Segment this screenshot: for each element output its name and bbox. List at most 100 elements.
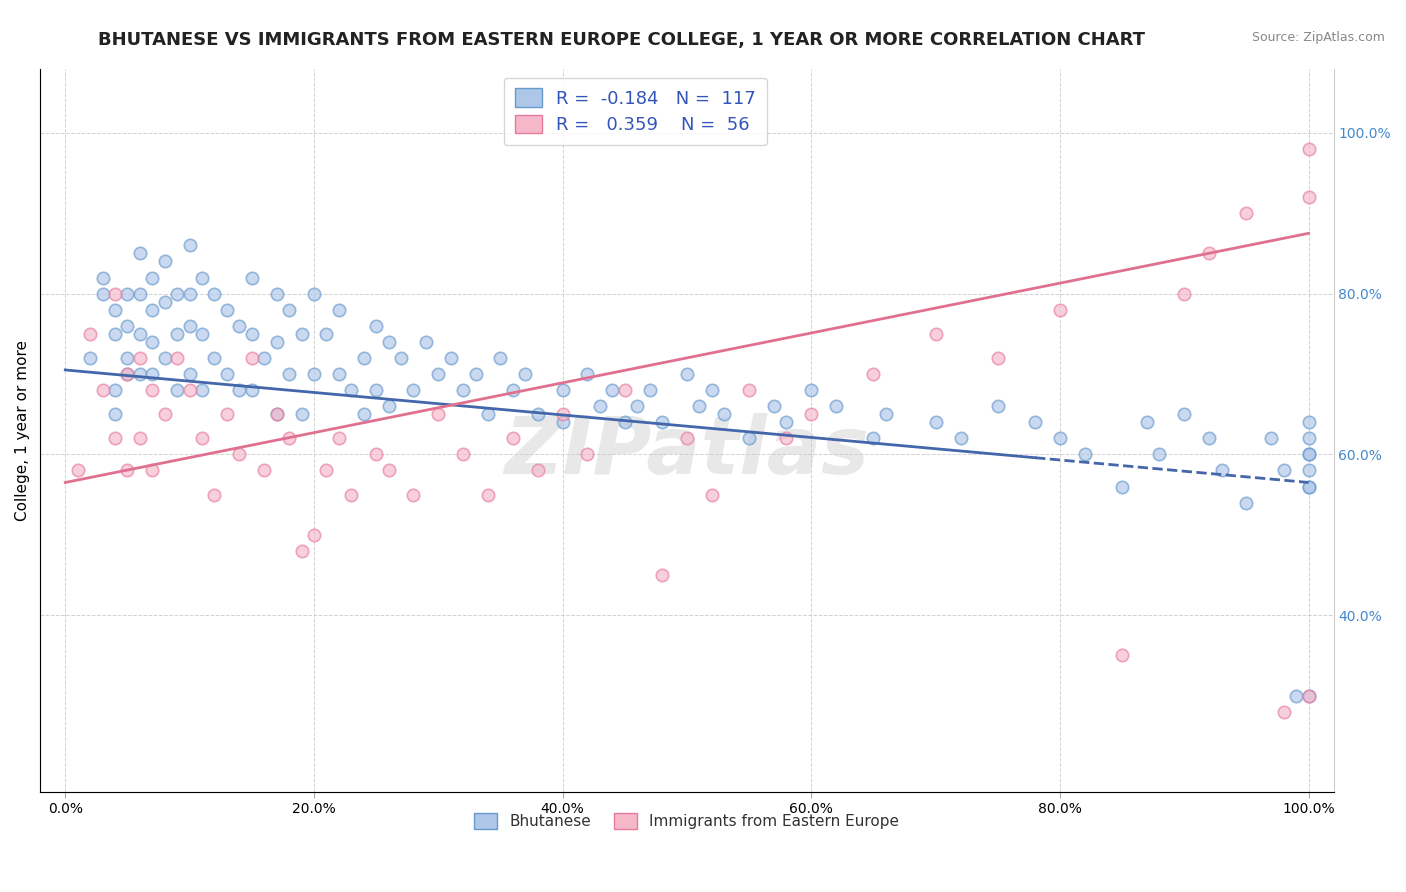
Point bbox=[551, 407, 574, 421]
Point bbox=[1298, 415, 1320, 429]
Point bbox=[253, 463, 276, 477]
Point bbox=[1149, 447, 1171, 461]
Point bbox=[775, 431, 797, 445]
Point bbox=[215, 367, 238, 381]
Point bbox=[1298, 479, 1320, 493]
Point bbox=[302, 286, 325, 301]
Point bbox=[204, 351, 226, 365]
Point bbox=[1236, 206, 1258, 220]
Point bbox=[1173, 407, 1195, 421]
Point bbox=[800, 407, 823, 421]
Legend: Bhutanese, Immigrants from Eastern Europe: Bhutanese, Immigrants from Eastern Europ… bbox=[468, 806, 905, 835]
Point bbox=[141, 367, 163, 381]
Text: Source: ZipAtlas.com: Source: ZipAtlas.com bbox=[1251, 31, 1385, 45]
Point bbox=[290, 326, 312, 341]
Point bbox=[1272, 463, 1295, 477]
Point bbox=[153, 351, 176, 365]
Point bbox=[141, 334, 163, 349]
Point bbox=[340, 383, 363, 397]
Point bbox=[141, 302, 163, 317]
Point bbox=[79, 326, 101, 341]
Point bbox=[924, 326, 946, 341]
Point bbox=[451, 383, 474, 397]
Point bbox=[353, 407, 375, 421]
Point bbox=[128, 367, 150, 381]
Point bbox=[315, 463, 337, 477]
Point bbox=[266, 407, 288, 421]
Point bbox=[589, 399, 612, 413]
Point bbox=[613, 383, 636, 397]
Point bbox=[66, 463, 89, 477]
Point bbox=[104, 302, 127, 317]
Point bbox=[1260, 431, 1282, 445]
Point bbox=[949, 431, 972, 445]
Point bbox=[638, 383, 661, 397]
Point bbox=[477, 407, 499, 421]
Point bbox=[987, 351, 1010, 365]
Point bbox=[266, 286, 288, 301]
Point bbox=[1236, 495, 1258, 509]
Point bbox=[204, 286, 226, 301]
Point bbox=[775, 415, 797, 429]
Point bbox=[153, 254, 176, 268]
Point bbox=[117, 367, 139, 381]
Point bbox=[1211, 463, 1233, 477]
Point bbox=[328, 431, 350, 445]
Point bbox=[576, 367, 599, 381]
Point bbox=[141, 270, 163, 285]
Point bbox=[626, 399, 648, 413]
Point bbox=[651, 568, 673, 582]
Point bbox=[179, 238, 201, 252]
Point bbox=[302, 527, 325, 541]
Point bbox=[489, 351, 512, 365]
Point bbox=[551, 383, 574, 397]
Point bbox=[738, 431, 761, 445]
Point bbox=[91, 270, 114, 285]
Point bbox=[924, 415, 946, 429]
Point bbox=[825, 399, 848, 413]
Point bbox=[688, 399, 710, 413]
Point bbox=[104, 286, 127, 301]
Point bbox=[377, 399, 399, 413]
Point bbox=[290, 544, 312, 558]
Point bbox=[526, 463, 548, 477]
Point bbox=[477, 487, 499, 501]
Point bbox=[302, 367, 325, 381]
Point bbox=[128, 326, 150, 341]
Point bbox=[602, 383, 624, 397]
Point bbox=[427, 367, 450, 381]
Point bbox=[1298, 479, 1320, 493]
Point bbox=[266, 407, 288, 421]
Point bbox=[1272, 705, 1295, 719]
Point bbox=[402, 383, 425, 397]
Point bbox=[215, 302, 238, 317]
Point bbox=[315, 326, 337, 341]
Point bbox=[440, 351, 463, 365]
Point bbox=[613, 415, 636, 429]
Point bbox=[128, 351, 150, 365]
Point bbox=[1173, 286, 1195, 301]
Point bbox=[117, 463, 139, 477]
Point bbox=[1298, 447, 1320, 461]
Y-axis label: College, 1 year or more: College, 1 year or more bbox=[15, 340, 30, 521]
Point bbox=[676, 431, 699, 445]
Point bbox=[1298, 142, 1320, 156]
Point bbox=[502, 383, 524, 397]
Point bbox=[1136, 415, 1159, 429]
Point bbox=[328, 367, 350, 381]
Point bbox=[117, 367, 139, 381]
Point bbox=[502, 431, 524, 445]
Point bbox=[1298, 190, 1320, 204]
Point bbox=[278, 367, 301, 381]
Point bbox=[104, 431, 127, 445]
Point bbox=[91, 383, 114, 397]
Point bbox=[153, 407, 176, 421]
Point bbox=[676, 367, 699, 381]
Point bbox=[1111, 648, 1133, 663]
Point bbox=[240, 270, 263, 285]
Point bbox=[366, 318, 388, 333]
Point bbox=[278, 302, 301, 317]
Point bbox=[141, 463, 163, 477]
Point bbox=[800, 383, 823, 397]
Point bbox=[278, 431, 301, 445]
